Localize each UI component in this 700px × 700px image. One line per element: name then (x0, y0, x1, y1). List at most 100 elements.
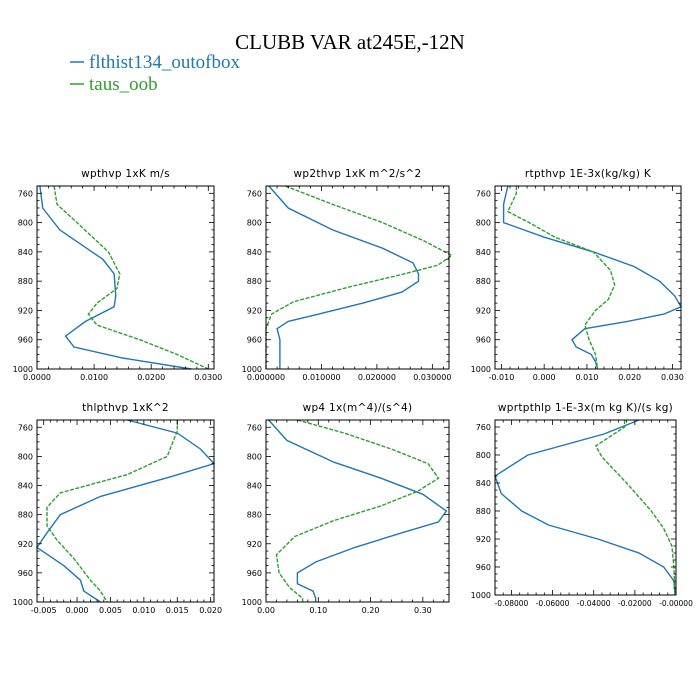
y-tick-label: 1000 (471, 365, 491, 374)
y-tick-label: 960 (247, 336, 262, 345)
y-tick-label: 800 (247, 452, 262, 461)
y-tick-label: 840 (247, 248, 262, 257)
x-tick-label: 0.010 (575, 373, 598, 382)
x-tick-label: 0.0100 (80, 373, 108, 382)
y-tick-label: 760 (18, 189, 33, 198)
x-tick-label: 0.00 (257, 606, 275, 615)
y-tick-label: 800 (247, 219, 262, 228)
y-tick-label: 880 (18, 511, 33, 520)
y-tick-label: 880 (247, 277, 262, 286)
y-tick-label: 760 (476, 189, 491, 198)
series-line-2 (506, 186, 616, 370)
x-tick-label: 0.005 (99, 606, 122, 615)
y-tick-label: 760 (476, 423, 491, 432)
panel-title: wp4 1x(m^4)/(s^4) (303, 402, 413, 414)
series-line-2 (53, 185, 209, 370)
panel-title: rtpthvp 1E-3x(kg/kg) K (525, 168, 652, 180)
x-tick-label: 0.010 (132, 606, 155, 615)
series-line-1 (268, 419, 448, 602)
panel-title: wprtpthlp 1-E-3x(m kg K)/(s kg) (498, 402, 673, 414)
series-line-2 (275, 419, 440, 602)
series-line-1 (494, 419, 676, 596)
y-tick-label: 960 (476, 336, 491, 345)
panel-title: wp2thvp 1xK m^2/s^2 (294, 168, 422, 180)
y-tick-label: 800 (476, 219, 491, 228)
panel-3: rtpthvp 1E-3x(kg/kg) K 760 800 840 880 920 960… (471, 168, 684, 382)
panel-1: wpthvp 1xK m/s 760 800 840 880 920 960 10000.00… (13, 168, 223, 382)
y-tick-label: 840 (18, 248, 33, 257)
x-tick-label: 0.0200 (137, 373, 165, 382)
x-tick-label: 0.20 (362, 606, 380, 615)
x-tick-label: -0.04000 (577, 599, 611, 608)
panel-2: wp2thvp 1xK m^2/s^2 760 800 840 880 920 960 100… (242, 168, 454, 382)
plot-frame (36, 185, 215, 370)
x-tick-label: -0.08000 (495, 599, 529, 608)
series-line-2 (594, 420, 676, 596)
figure-title: CLUBB VAR at245E,-12N (235, 30, 465, 54)
x-tick-label: 0.020000 (358, 373, 396, 382)
plot-frame (494, 185, 682, 370)
series-line-1 (39, 185, 192, 370)
x-tick-label: 0.000000 (247, 373, 285, 382)
y-tick-label: 840 (18, 482, 33, 491)
y-tick-label: 880 (18, 277, 33, 286)
panel-5: wp4 1x(m^4)/(s^4)76080084088092096010000… (242, 402, 450, 615)
y-tick-label: 920 (247, 306, 262, 315)
y-tick-label: 800 (18, 452, 33, 461)
x-tick-label: -0.02000 (618, 599, 652, 608)
y-tick-label: 960 (18, 336, 33, 345)
series-line-1 (502, 185, 683, 370)
x-tick-label: 0.0000 (23, 373, 51, 382)
x-tick-label: -0.005 (31, 606, 57, 615)
panel-6: wprtpthlp 1-E-3x(m kg K)/(s kg) 760 800 840… (471, 402, 693, 608)
y-tick-label: 920 (18, 540, 33, 549)
x-tick-label: 0.015 (166, 606, 189, 615)
y-tick-label: 800 (18, 219, 33, 228)
y-tick-label: 1000 (242, 598, 262, 607)
y-tick-label: 1000 (13, 598, 33, 607)
x-tick-label: 0.010000 (302, 373, 340, 382)
x-tick-label: -0.010 (489, 373, 515, 382)
legend-label-1: flthist134_outofbox (89, 52, 240, 73)
panel-title: thlpthvp 1xK^2 (82, 402, 169, 414)
x-tick-label: 0.000 (66, 606, 89, 615)
x-tick-label: 0.030 (661, 373, 684, 382)
y-tick-label: 920 (476, 535, 491, 544)
y-tick-label: 1000 (242, 365, 262, 374)
y-tick-label: 960 (247, 569, 262, 578)
y-tick-label: 1000 (471, 591, 491, 600)
y-tick-label: 800 (476, 451, 491, 460)
x-tick-label: 0.020 (199, 606, 222, 615)
plot-frame (265, 419, 450, 603)
y-tick-label: 880 (476, 507, 491, 516)
plot-frame (265, 185, 450, 370)
x-tick-label: -0.06000 (536, 599, 570, 608)
y-tick-label: 880 (247, 511, 262, 520)
series-line-1 (36, 419, 216, 603)
y-tick-label: 920 (18, 306, 33, 315)
y-tick-label: 960 (476, 563, 491, 572)
panel-4: thlpthvp 1xK^2 760 800 840 880 920 960 1000-0.0… (13, 402, 222, 615)
x-tick-label: 0.030000 (413, 373, 451, 382)
x-tick-label: 0.0300 (194, 373, 222, 382)
plot-frame (36, 419, 215, 603)
y-tick-label: 760 (247, 189, 262, 198)
x-tick-label: 0.30 (414, 606, 432, 615)
y-tick-label: 760 (247, 423, 262, 432)
x-tick-label: 0.020 (618, 373, 641, 382)
y-tick-label: 960 (18, 569, 33, 578)
y-tick-label: 920 (476, 306, 491, 315)
series-line-2 (46, 420, 178, 603)
series-line-1 (268, 185, 420, 369)
panels: wpthvp 1xK m/s76080084088092096010000.00… (13, 168, 693, 615)
y-tick-label: 880 (476, 277, 491, 286)
x-tick-label: -0.00000 (659, 599, 693, 608)
y-tick-label: 760 (18, 423, 33, 432)
x-tick-label: 0.10 (309, 606, 327, 615)
y-tick-label: 840 (476, 248, 491, 257)
y-tick-label: 1000 (13, 365, 33, 374)
series-line-2 (265, 185, 454, 369)
panel-title: wpthvp 1xK m/s (81, 168, 170, 180)
legend-label-2: taus_oob (89, 74, 158, 95)
y-tick-label: 840 (476, 479, 491, 488)
